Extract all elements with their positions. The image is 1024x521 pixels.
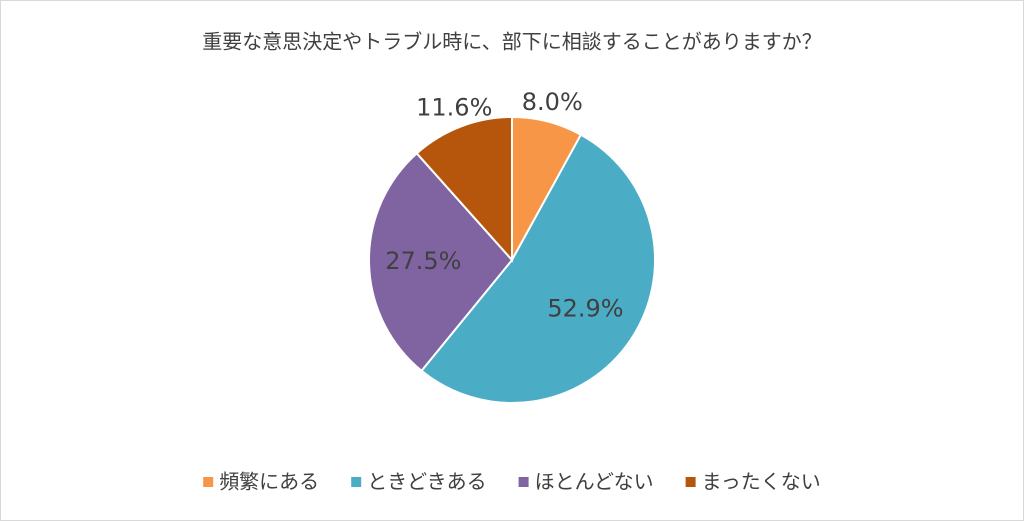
legend-label: ほとんどない bbox=[535, 470, 654, 494]
legend-marker bbox=[685, 477, 696, 487]
legend-marker bbox=[203, 477, 214, 487]
data-label: 52.9% bbox=[547, 295, 623, 323]
legend: 頻繁にある ときどきある ほとんどない まったくない bbox=[203, 470, 821, 494]
pie-slice bbox=[420, 133, 656, 404]
data-label: 8.0% bbox=[522, 88, 583, 116]
legend-label: まったくない bbox=[702, 470, 821, 494]
legend-marker bbox=[351, 477, 362, 487]
data-label: 11.6% bbox=[416, 94, 492, 122]
legend-label: 頻繁にある bbox=[219, 470, 319, 494]
legend-label: ときどきある bbox=[367, 470, 486, 494]
pie: 8.0% 52.9% 27.5% 11.6% bbox=[368, 88, 656, 404]
data-label: 27.5% bbox=[385, 247, 461, 275]
pie-slice bbox=[368, 151, 514, 373]
pie-slice bbox=[415, 115, 513, 263]
chart-title: 重要な意思決定やトラブル時に、部下に相談することがありますか？ bbox=[202, 30, 821, 54]
legend-marker bbox=[518, 477, 529, 487]
